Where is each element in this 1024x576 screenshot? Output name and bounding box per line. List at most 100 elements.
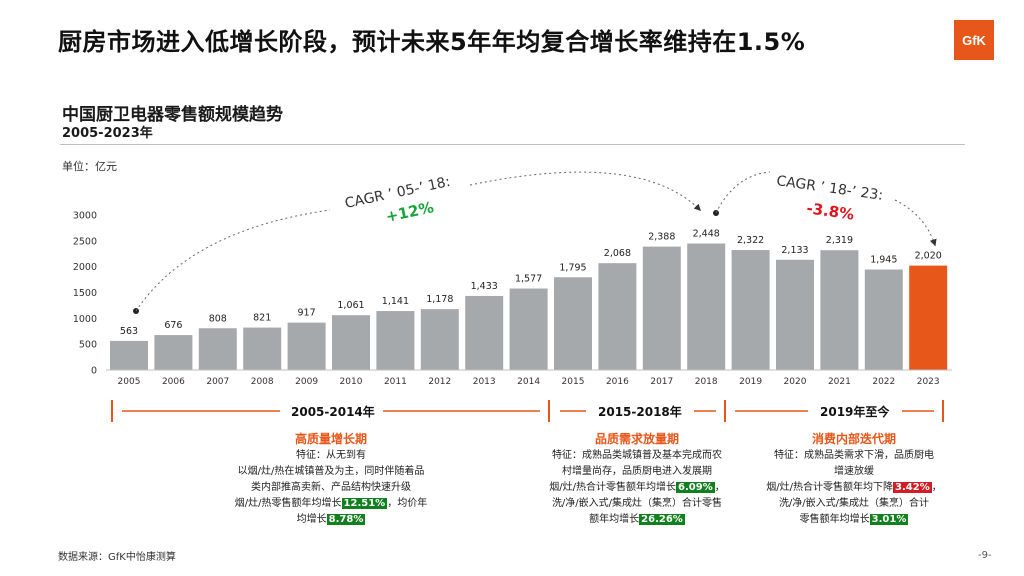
chart-subtitle: 2005-2023年 [62, 126, 153, 141]
x-tick-label: 2016 [606, 377, 629, 387]
bar-2005 [110, 340, 148, 370]
bar-2012 [420, 309, 459, 370]
bar-value-label: 821 [253, 313, 271, 324]
x-tick-label: 2005 [118, 377, 141, 387]
period2-line2: 村增量尚存，品质厨电进入发展期 [562, 466, 712, 477]
bar-value-label: 2,388 [648, 232, 675, 243]
x-tick-label: 2014 [517, 377, 540, 387]
period1-line2: 以烟/灶/热在城镇普及为主，同时伴随着品 [237, 466, 425, 477]
cagr2-arc-left [715, 171, 771, 214]
period3-line1: 特征：成熟品类需求下滑，品质厨电 [774, 450, 934, 461]
bar-2015 [554, 277, 592, 370]
period-range-3: 2019年至今 [812, 403, 898, 420]
period-description-3: 消费内部迭代期 特征：成熟品类需求下滑，品质厨电 增速放缓 烟/灶/热合计零售额… [752, 431, 956, 528]
y-tick-label: 3000 [73, 211, 97, 222]
bar-2019 [731, 250, 770, 370]
bar-value-label: 2,322 [737, 235, 764, 246]
bar-2020 [776, 259, 814, 370]
period-bracket-2 [560, 400, 726, 422]
cagr2-label: CAGR ’ 18-’ 23: [775, 173, 884, 204]
bar-2018 [687, 243, 726, 370]
bar-2009 [287, 322, 326, 370]
period1-line3: 类内部推高卖新、产品结构快速升级 [251, 482, 411, 493]
bar-2013 [465, 295, 504, 370]
period2-line1: 特征：成熟品类城镇普及基本完成而农 [552, 450, 722, 461]
period-title-3: 消费内部迭代期 [811, 432, 896, 446]
cagr2-value: -3.8% [805, 199, 855, 223]
growth-highlight: 12.51% [341, 498, 388, 509]
period-bracket-1 [111, 400, 550, 422]
bar-value-label: 2,020 [915, 251, 942, 262]
bar-2016 [598, 263, 637, 370]
period3-line3: 烟/灶/热合计零售额年均下降 3.42%， [766, 482, 942, 493]
cagr1-arc-right [469, 171, 701, 211]
period2-line5: 额年均增长 26.26% [589, 514, 685, 525]
bar-value-label: 2,319 [826, 235, 853, 246]
growth-highlight: 3.01% [869, 514, 909, 525]
x-tick-label: 2017 [650, 377, 673, 387]
bar-2010 [332, 315, 370, 370]
page-headline: 厨房市场进入低增长阶段，预计未来5年年均复合增长率维持在1.5% [58, 28, 806, 56]
y-tick-label: 0 [91, 366, 97, 377]
period-bracket-3 [735, 400, 944, 422]
x-tick-label: 2019 [739, 377, 762, 387]
period2-line4: 洗/净/嵌入式/集成灶（集烹）合计零售 [551, 498, 723, 509]
x-tick-label: 2013 [473, 377, 496, 387]
y-tick-label: 1000 [73, 314, 97, 325]
chart-title: 中国厨卫电器零售额规模趋势 [62, 105, 283, 125]
x-tick-label: 2011 [384, 377, 407, 387]
x-tick-label: 2018 [695, 377, 718, 387]
x-tick-label: 2015 [562, 377, 585, 387]
growth-highlight: 6.09% [676, 482, 715, 493]
cagr1-value: +12% [384, 198, 435, 226]
period-description-1: 高质量增长期 特征：从无到有 以烟/灶/热在城镇普及为主，同时伴随着品 类内部推… [212, 431, 450, 528]
y-tick-label: 2500 [73, 236, 97, 247]
x-tick-label: 2008 [251, 377, 274, 387]
unit-label: 单位：亿元 [62, 160, 117, 173]
period-description-2: 品质需求放量期 特征：成熟品类城镇普及基本完成而农 村增量尚存，品质厨电进入发展… [532, 431, 742, 528]
bar-2008 [243, 327, 282, 370]
growth-highlight-2: 26.26% [639, 514, 685, 525]
bar-value-label: 1,141 [382, 296, 409, 307]
period2-line3: 烟/灶/热合计零售额年均增长 6.09%， [549, 482, 725, 493]
cagr1-arc-left [135, 209, 331, 312]
bar-2011 [376, 311, 415, 370]
bar-2023 [909, 265, 948, 370]
bar-2021 [820, 250, 859, 370]
x-tick-label: 2007 [206, 377, 229, 387]
bar-2007 [198, 328, 237, 370]
period1-line4: 烟/灶/热零售额年均增长 12.51% ，均价年 [234, 498, 428, 509]
x-tick-label: 2006 [162, 377, 185, 387]
bar-value-label: 808 [209, 313, 227, 324]
y-tick-label: 1500 [73, 288, 97, 299]
bar-2006 [154, 335, 193, 370]
x-tick-label: 2021 [828, 377, 851, 387]
period3-line2: 增速放缓 [834, 466, 874, 477]
price-growth-highlight: 8.78% [326, 514, 366, 525]
y-tick-label: 2000 [73, 262, 97, 273]
period3-line4: 洗/净/嵌入式/集成灶（集烹）合计 [778, 498, 930, 509]
bar-value-label: 2,448 [693, 229, 720, 240]
bar-value-label: 2,133 [781, 245, 808, 256]
bar-value-label: 1,433 [471, 281, 498, 292]
bar-value-label: 2,068 [604, 248, 631, 259]
cagr2-arc-right [894, 199, 937, 247]
bar-value-label: 1,178 [426, 294, 453, 305]
bar-value-label: 1,945 [870, 255, 897, 266]
bar-2014 [509, 288, 548, 370]
period3-line5: 零售额年均增长 3.01% [799, 514, 909, 525]
x-tick-label: 2010 [340, 377, 363, 387]
title-divider [60, 144, 965, 145]
period1-line1: 特征：从无到有 [296, 450, 366, 461]
bar-value-label: 1,795 [559, 262, 586, 273]
bar-value-label: 676 [164, 320, 182, 331]
x-tick-label: 2023 [917, 377, 940, 387]
x-tick-label: 2009 [295, 377, 318, 387]
bar-value-label: 563 [120, 326, 138, 337]
bar-value-label: 917 [298, 308, 316, 319]
bar-2017 [642, 246, 681, 370]
period-range-2: 2015-2018年 [590, 403, 690, 420]
y-tick-label: 500 [79, 340, 97, 351]
x-tick-label: 2012 [428, 377, 451, 387]
